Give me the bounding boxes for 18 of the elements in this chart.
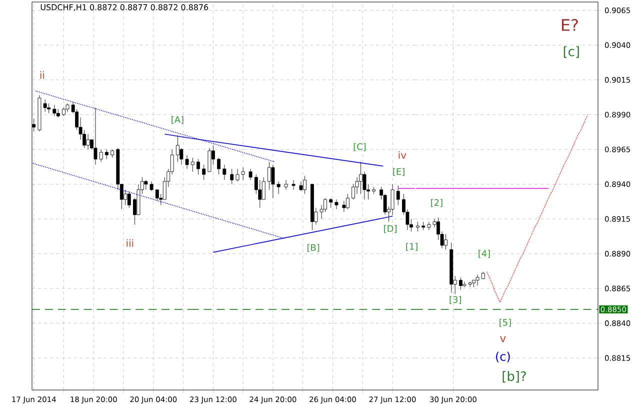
annotation: [c] [564, 46, 579, 58]
annotation: [B] [307, 244, 320, 252]
annotation: (c) [496, 352, 510, 362]
annotation: [2] [431, 198, 442, 207]
annotation: ii [40, 71, 44, 79]
annotation: iv [398, 151, 406, 159]
annotation: iii [126, 239, 134, 247]
annotation: [E] [393, 168, 404, 176]
annotation: [3] [450, 296, 461, 304]
annotation: E? [562, 18, 578, 31]
annotation: [4] [478, 250, 490, 258]
annotation: [C] [354, 143, 366, 152]
annotation: [1] [406, 242, 418, 251]
annotation: [b]? [502, 371, 526, 383]
annotation: [5] [500, 318, 511, 327]
annotation: [D] [384, 224, 396, 233]
annotation: v [500, 336, 506, 342]
annotation: [A] [172, 116, 184, 124]
